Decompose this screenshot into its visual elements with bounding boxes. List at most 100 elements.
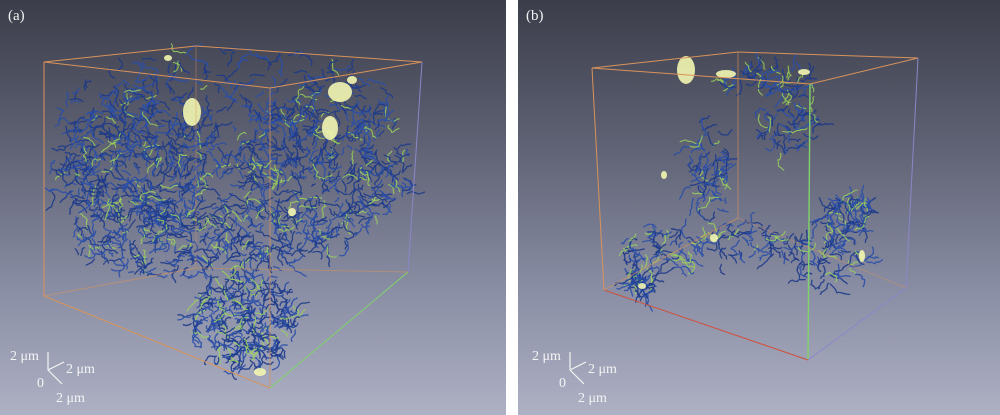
pore-strand [108,113,123,119]
pore-strand [293,98,300,111]
pore-strand [134,245,138,252]
pore-strand [216,345,222,365]
pore-strand [189,253,207,264]
pore-strand [230,279,244,286]
pore-strand [88,179,102,184]
pore-strand [272,176,293,190]
pore-strand [308,82,318,88]
pore-strand [215,277,224,290]
pore-strand [290,309,298,315]
pore-strand [829,253,843,261]
panel-b-pore-network [613,50,883,312]
pore-strand [711,184,720,188]
box-edge [43,295,271,389]
pore-strand [188,211,200,225]
pore-strand [239,94,248,108]
pore-strand [256,157,263,168]
axis-label-horizontal: 2 μm [578,391,607,406]
pore-strand [76,198,88,206]
pore-strand [48,159,56,175]
pore-strand [74,168,83,186]
pore-strand [328,171,331,184]
pore-strand [642,239,654,244]
pore-strand [704,152,710,168]
pore-strand [765,113,775,127]
pore-strand [100,152,105,161]
pore-strand [245,256,258,262]
pore-strand [307,240,317,254]
pore-strand [275,312,286,325]
pore-strand [775,109,797,119]
pore-strand [142,111,158,127]
pore-strand [156,166,173,187]
pore-strand [387,124,400,133]
pore-strand [154,75,159,96]
pore-strand [223,290,229,302]
pore-strand [379,87,394,99]
pore-strand [286,103,297,120]
pore-strand [210,209,218,217]
axis-line-depth [47,361,65,371]
pore-strand [311,232,318,243]
pore-strand [203,355,218,366]
pore-strand [237,275,249,280]
pore-strand [280,133,287,153]
pore-strand [142,226,149,238]
pore-strand [841,238,857,247]
pore-strand [791,53,798,72]
pore-strand [226,204,245,209]
pore-strand [72,159,83,165]
pore-strand [329,104,345,112]
pore-strand [207,225,219,231]
pore-strand [752,76,762,85]
pore-strand [230,183,245,191]
pore-strand [727,223,735,236]
pore-strand [847,211,861,226]
pore-strand [361,169,373,175]
pore-strand [309,216,319,230]
pore-strand [284,305,290,314]
pore-strand [686,258,704,267]
pore-strand [296,133,310,146]
pore-strand [703,168,709,188]
pore-strand [97,235,116,244]
pore-strand [118,131,127,142]
pore-strand [262,297,271,302]
dense-cluster [859,250,865,262]
pore-strand [280,281,290,293]
pore-strand [214,357,220,365]
pore-strand [761,231,779,238]
pore-strand [861,224,874,232]
pore-strand [866,258,883,265]
pore-strand [206,215,217,228]
pore-strand [242,353,247,360]
pore-strand [213,214,221,218]
pore-strand [160,155,169,174]
pore-strand [202,68,207,75]
pore-strand [726,81,737,96]
pore-strand [689,135,704,148]
pore-strand [289,254,304,264]
pore-strand [148,246,168,254]
pore-strand [210,297,222,301]
pore-strand [295,231,302,235]
pore-strand [259,224,265,232]
pore-strand [289,230,296,246]
pore-strand [237,53,249,70]
pore-strand [262,171,278,183]
pore-strand [776,123,781,137]
dense-cluster [347,76,357,84]
pore-strand [850,201,860,212]
pore-strand [340,105,354,110]
pore-strand [225,232,230,244]
pore-strand [243,190,252,199]
pore-strand [155,192,163,210]
pore-strand [255,119,262,122]
pore-strand [291,219,299,230]
pore-strand [700,143,706,152]
pore-strand [404,179,412,192]
pore-strand [285,226,293,234]
dense-cluster [328,82,352,102]
pore-strand [195,180,209,187]
pore-strand [835,242,846,249]
